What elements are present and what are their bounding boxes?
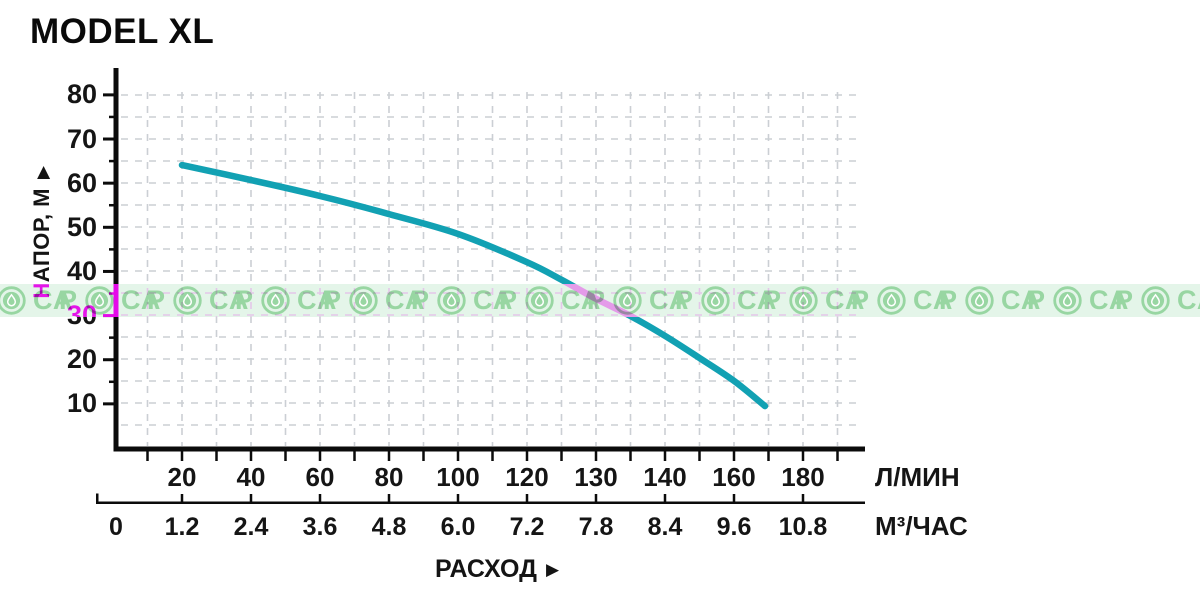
right-arrow-icon: ▶ <box>545 559 560 579</box>
x-tick-label-m3h: 7.2 <box>509 512 545 541</box>
x-tick-label-lmin: 80 <box>374 461 404 492</box>
page-title: MODEL XL <box>30 12 215 51</box>
x-tick-label-lmin: 160 <box>712 461 756 492</box>
x-tick-label-lmin: 60 <box>305 461 335 492</box>
unit-label-m3h: М³/ЧАС <box>875 510 968 541</box>
x-axis-title-text: РАСХОД <box>434 554 537 583</box>
x-tick-label-m3h: 8.4 <box>647 512 683 541</box>
x-tick-label-lmin: 140 <box>643 461 687 492</box>
x-tick-label-m3h: 1.2 <box>164 512 200 541</box>
y-tick-label: 10 <box>66 388 97 419</box>
x-tick-label-lmin: 40 <box>236 461 266 492</box>
x-tick-label-m3h: 9.6 <box>716 512 752 541</box>
x-tick-label-m3h: 2.4 <box>233 512 269 541</box>
x-tick-label-lmin: 100 <box>436 461 480 492</box>
y-tick-label: 20 <box>66 344 97 375</box>
y-tick-label: 80 <box>66 79 97 110</box>
y-tick-label: 70 <box>66 123 97 154</box>
y-tick-label: 50 <box>66 211 97 242</box>
x-tick-label-m3h: 0 <box>109 512 123 541</box>
pump-curve <box>178 161 769 410</box>
x-axis-title: РАСХОД ▶ <box>347 553 647 585</box>
x-tick-label-m3h: 7.8 <box>578 512 614 541</box>
x-tick-label-lmin: 120 <box>505 461 549 492</box>
y-tick-label: 40 <box>66 255 97 286</box>
x-tick-label-lmin: 20 <box>167 461 197 492</box>
x-tick-label-m3h: 6.0 <box>440 512 476 541</box>
y-tick-label: 60 <box>66 167 97 198</box>
unit-label-lmin: Л/МИН <box>875 461 960 492</box>
x-tick-label-lmin: 130 <box>574 461 618 492</box>
y-tick-label: 30 <box>66 300 97 331</box>
x-tick-label-m3h: 3.6 <box>302 512 338 541</box>
x-tick-label-m3h: 4.8 <box>371 512 407 541</box>
x-tick-label-lmin: 180 <box>781 461 825 492</box>
x-tick-label-m3h: 10.8 <box>778 512 828 541</box>
